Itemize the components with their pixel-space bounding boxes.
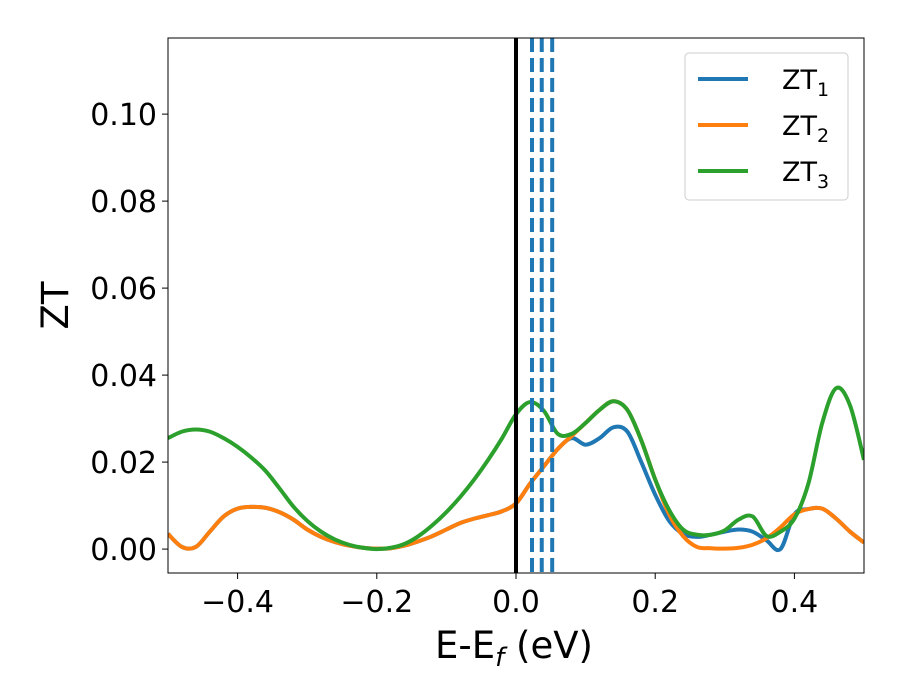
y-axis-label: ZT	[34, 281, 77, 329]
legend-label: ZT3	[782, 157, 829, 193]
legend: ZT1 ZT2 ZT3	[684, 52, 849, 201]
legend-label: ZT2	[782, 111, 829, 147]
x-axis-label: E-Ef (eV)	[435, 624, 593, 673]
x-axis-label-base: E-E	[435, 624, 495, 667]
y-axis: 0.00 0.02 0.04 0.06 0.08 0.10	[90, 98, 168, 568]
legend-entry-zt2: ZT2	[698, 111, 829, 147]
x-tick-label: −0.2	[340, 585, 413, 620]
y-tick-label: 0.02	[90, 446, 157, 481]
x-axis: −0.4 −0.2 0.0 0.2 0.4	[201, 573, 818, 620]
legend-label: ZT1	[782, 65, 829, 101]
legend-entry-zt1: ZT1	[698, 65, 829, 101]
x-tick-label: −0.4	[201, 585, 274, 620]
x-tick-label: 0.2	[631, 585, 679, 620]
legend-entry-zt3: ZT3	[698, 157, 829, 193]
legend-box	[684, 52, 849, 201]
x-tick-label: 0.4	[771, 585, 819, 620]
y-tick-label: 0.00	[90, 533, 157, 568]
y-tick-label: 0.08	[90, 185, 157, 220]
x-axis-label-unit: (eV)	[504, 624, 593, 667]
vline-layer	[514, 38, 555, 573]
x-tick-label: 0.0	[492, 585, 540, 620]
y-tick-label: 0.06	[90, 272, 157, 307]
y-tick-label: 0.04	[90, 359, 157, 394]
y-tick-label: 0.10	[90, 98, 157, 133]
